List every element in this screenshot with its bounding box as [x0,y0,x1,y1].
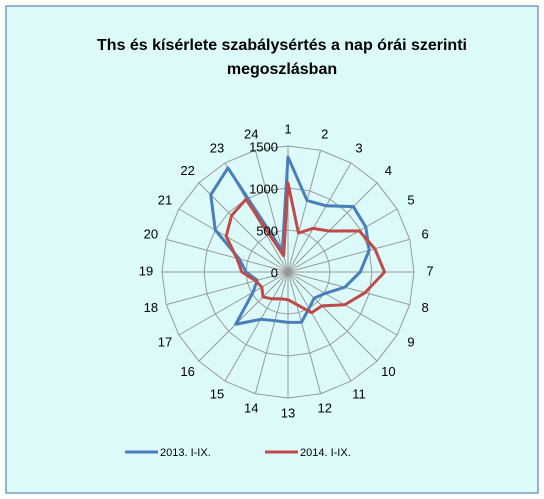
axis-tick-label: 1000 [249,181,278,196]
category-label: 3 [355,140,362,155]
spoke [287,271,410,306]
spoke [287,162,352,273]
spoke [287,271,352,382]
spoke [287,208,398,273]
category-label: 20 [144,227,158,242]
axis-tick-label: 500 [256,223,278,238]
category-label: 7 [426,263,433,278]
spoke [166,238,289,273]
legend-label: 2013. I-IX. [160,447,211,459]
category-label: 19 [139,263,153,278]
category-label: 1 [284,121,291,136]
category-label: 15 [210,386,224,401]
category-label: 21 [158,192,172,207]
category-label: 5 [407,192,414,207]
legend-label: 2014. I-IX. [300,447,351,459]
category-label: 13 [281,405,295,420]
spoke [287,271,322,394]
chart-title: Ths és kísérlete szabálysértés a nap órá… [97,37,467,78]
category-label: 2 [321,126,328,141]
series-line [224,181,387,315]
spoke [198,271,289,362]
axis-tick-label: 0 [271,265,278,280]
category-label: 11 [352,386,366,401]
category-label: 17 [158,334,172,349]
category-label: 18 [144,300,158,315]
category-label: 9 [407,334,414,349]
spoke [166,271,289,306]
category-label: 10 [381,364,395,379]
axis-tick-label: 1500 [249,139,278,154]
category-label: 4 [385,163,392,178]
spoke [287,182,378,273]
chart-background [5,5,539,494]
category-label: 14 [244,401,258,416]
spoke [178,271,289,336]
spoke [287,150,322,273]
spoke [178,208,289,273]
category-label: 23 [210,140,224,155]
category-label: 24 [244,126,258,141]
series-line [209,155,371,326]
spoke [254,271,289,394]
category-label: 12 [318,401,332,416]
category-label: 8 [422,300,429,315]
spoke [287,271,378,362]
category-label: 6 [422,227,429,242]
category-label: 22 [180,163,194,178]
category-label: 16 [180,364,194,379]
spoke [224,271,289,382]
spoke [287,238,410,273]
spoke [198,182,289,273]
